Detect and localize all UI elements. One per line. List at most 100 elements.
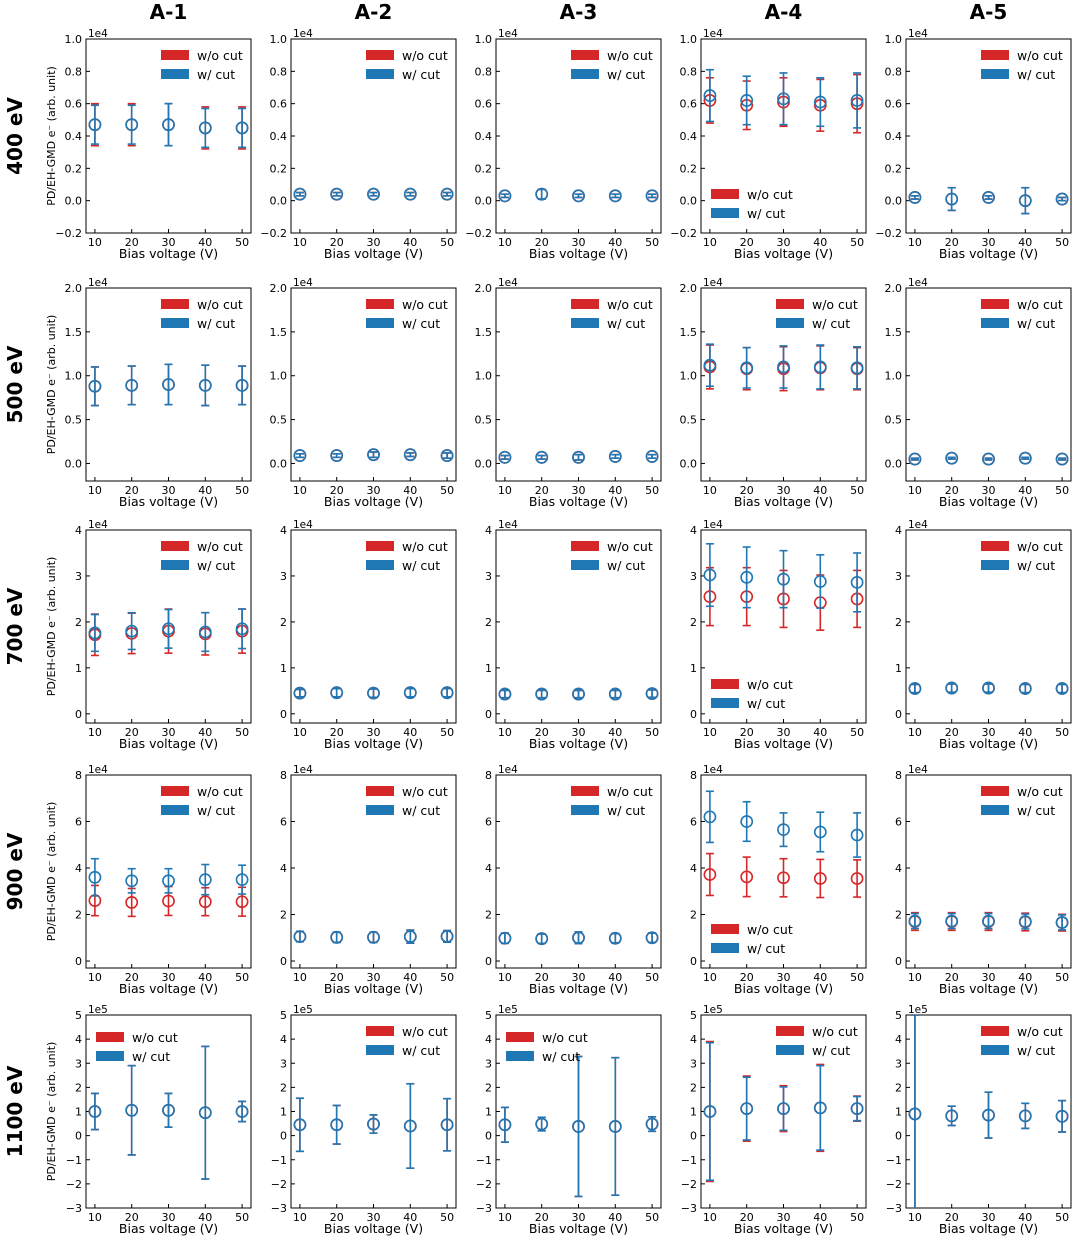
- y-tick-label: 0.0: [65, 195, 83, 208]
- point-w-cut: [945, 1109, 959, 1123]
- y-tick-label: 4: [895, 862, 902, 875]
- y-tick-label: 4: [485, 1033, 492, 1046]
- point-w-cut: [535, 932, 549, 946]
- x-tick-label: 20: [125, 484, 139, 497]
- plot-area: [293, 448, 454, 462]
- row-title: 900 eV: [3, 832, 27, 910]
- y-tick-label: −2: [476, 1178, 492, 1191]
- point-w-o-cut: [703, 868, 717, 881]
- point-w-cut: [367, 930, 380, 944]
- point-w-cut: [125, 624, 139, 638]
- y-tick-label: 4: [280, 1033, 287, 1046]
- y-tick-label: −2: [66, 1178, 82, 1191]
- x-tick-label: 30: [162, 236, 176, 249]
- legend-label: w/o cut: [132, 1030, 178, 1045]
- plot-area: [703, 343, 864, 392]
- x-axis-label: Bias voltage (V): [939, 736, 1038, 751]
- point-w-o-cut: [740, 870, 754, 884]
- point-w-cut: [572, 189, 585, 203]
- point-w-cut: [235, 121, 249, 135]
- x-axis-label: Bias voltage (V): [939, 246, 1038, 261]
- y-tick-label: 0.0: [680, 195, 698, 208]
- y-tick-label: 4: [485, 524, 492, 537]
- legend: w/o cut w/ cut: [981, 48, 1063, 82]
- legend-label: w/o cut: [1017, 1024, 1063, 1039]
- point-w-cut: [572, 450, 585, 464]
- y-tick-label: 0.4: [270, 130, 288, 143]
- y-tick-label: −1: [886, 1154, 902, 1167]
- x-tick-label: 10: [498, 484, 512, 497]
- point-w-cut: [740, 1102, 754, 1116]
- legend: w/o cut w/ cut: [776, 297, 858, 331]
- legend-label: w/ cut: [197, 803, 235, 818]
- x-axis-label: Bias voltage (V): [734, 736, 833, 751]
- plot-area: [293, 1082, 454, 1169]
- panel-A-3-500eV: 0.0 0.5 1.0 1.5 2.0 1e4 10 20 30 40 50 Bias voltage…: [475, 277, 662, 509]
- panel-A-4-700eV: 0 1 2 3 4 1e4 10 20 30 40 50 Bias voltage (V) w/o cu…: [690, 519, 867, 751]
- x-axis-label: Bias voltage (V): [734, 981, 833, 996]
- point-w-cut: [293, 930, 307, 944]
- y-tick-label: 6: [690, 816, 697, 829]
- y-tick-label: 0: [485, 1130, 492, 1143]
- y-tick-label: 1: [895, 662, 902, 675]
- point-w-cut: [777, 823, 790, 837]
- legend-label: w/o cut: [1017, 784, 1063, 799]
- column-title: A-1: [150, 0, 188, 24]
- x-tick-label: 50: [645, 971, 659, 984]
- panel-A-2-700eV: 0 1 2 3 4 1e4 10 20 30 40 50 Bias voltage (V) w/o cu…: [280, 519, 457, 751]
- y-tick-label: 0.5: [885, 414, 903, 427]
- y-tick-label: 0: [895, 1130, 902, 1143]
- x-tick-label: 10: [293, 971, 307, 984]
- y-tick-label: 4: [75, 524, 82, 537]
- x-tick-label: 20: [535, 484, 549, 497]
- legend: w/o cut w/ cut: [571, 297, 653, 331]
- point-w-cut: [777, 360, 790, 374]
- y-tick-label: 3: [75, 1057, 82, 1070]
- x-axis-label: Bias voltage (V): [529, 1221, 628, 1236]
- y-tick-label: 1.5: [65, 326, 83, 339]
- point-w-cut: [367, 448, 380, 462]
- x-tick-label: 20: [945, 726, 959, 739]
- point-w-cut: [1055, 1109, 1069, 1123]
- legend-swatch-w-cut: [711, 698, 739, 708]
- x-tick-label: 50: [1055, 1211, 1069, 1224]
- x-tick-label: 30: [367, 484, 381, 497]
- y-tick-label: 4: [280, 862, 287, 875]
- y-exponent-label: 1e4: [908, 764, 928, 776]
- point-w-cut: [908, 191, 922, 204]
- y-tick-label: 1.0: [885, 33, 903, 46]
- x-tick-label: 40: [608, 971, 622, 984]
- y-exponent-label: 1e4: [703, 519, 723, 531]
- legend-swatch-w-cut: [711, 943, 739, 953]
- point-w-o-cut: [125, 896, 139, 909]
- y-tick-label: 1.0: [270, 33, 288, 46]
- x-tick-label: 50: [850, 484, 864, 497]
- y-axis-label: PD/EH-GMD e⁻ (arb. unit): [45, 66, 58, 206]
- y-tick-label: 0.2: [475, 162, 493, 175]
- y-tick-label: 0.5: [65, 414, 83, 427]
- legend-swatch-w-o-cut: [161, 541, 189, 551]
- legend-swatch-w-o-cut: [981, 786, 1009, 796]
- legend-swatch-w-cut: [161, 805, 189, 815]
- y-tick-label: 0: [280, 1130, 287, 1143]
- panel-A-4-900eV: 0 2 4 6 8 1e4 10 20 30 40 50 Bias voltage (V) w/o cu…: [690, 764, 867, 996]
- y-tick-label: 0: [280, 708, 287, 721]
- x-tick-label: 20: [945, 1211, 959, 1224]
- panel-A-3-900eV: 0 2 4 6 8 1e4 10 20 30 40 50 Bias voltage (V) w/o cu…: [485, 764, 662, 996]
- y-exponent-label: 1e5: [908, 1004, 928, 1016]
- plot-area: [88, 102, 249, 150]
- y-exponent-label: 1e4: [498, 519, 518, 531]
- x-tick-label: 10: [703, 484, 717, 497]
- point-w-cut: [608, 450, 622, 463]
- point-w-cut: [198, 121, 212, 135]
- legend-swatch-w-cut: [571, 560, 599, 570]
- y-tick-label: 3: [895, 570, 902, 583]
- plot-area: [293, 929, 454, 944]
- x-tick-label: 40: [198, 484, 212, 497]
- point-w-cut: [982, 681, 995, 695]
- point-w-cut: [367, 1117, 380, 1131]
- x-tick-label: 20: [330, 236, 344, 249]
- point-w-o-cut: [777, 871, 790, 885]
- panel-A-5-700eV: 0 1 2 3 4 1e4 10 20 30 40 50 Bias voltage (V) w/o cu…: [895, 519, 1072, 751]
- y-tick-label: 2.0: [270, 282, 288, 295]
